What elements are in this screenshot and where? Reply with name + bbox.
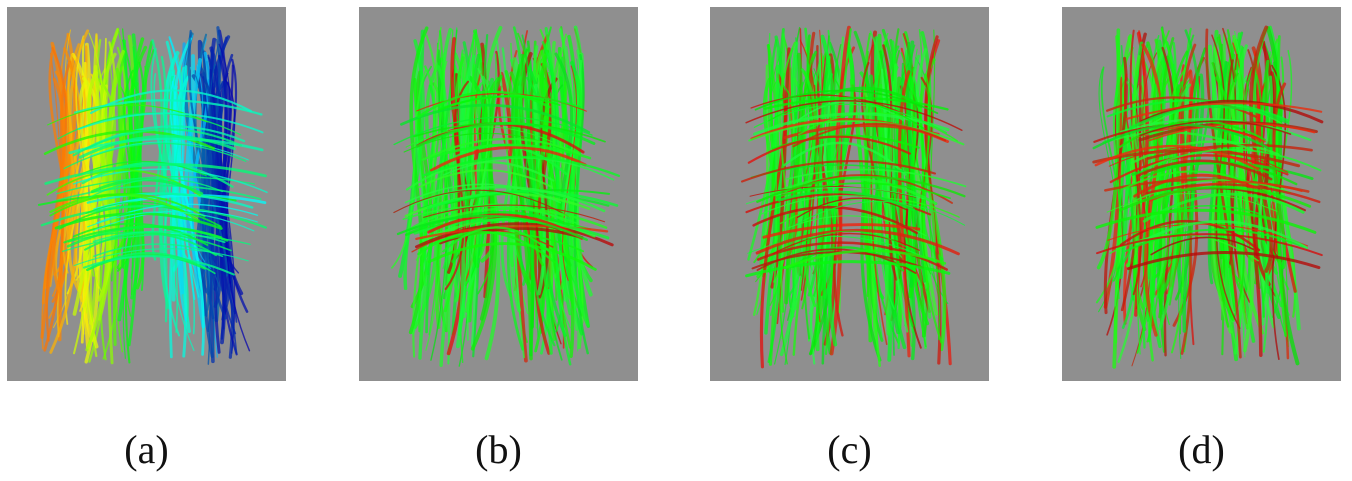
panel-label: (d) bbox=[1178, 427, 1225, 472]
figure: (a) (b) (c) (d) bbox=[0, 0, 1352, 481]
panel-label: (b) bbox=[475, 427, 522, 472]
panel bbox=[359, 7, 638, 381]
panel-label: (a) bbox=[124, 427, 168, 472]
panel bbox=[710, 7, 989, 381]
page: (a)(b)(c)(d) (() => { const data = JSON.… bbox=[0, 0, 1352, 481]
panel bbox=[7, 7, 286, 381]
panel-label: (c) bbox=[827, 427, 871, 472]
panel bbox=[1062, 7, 1341, 381]
